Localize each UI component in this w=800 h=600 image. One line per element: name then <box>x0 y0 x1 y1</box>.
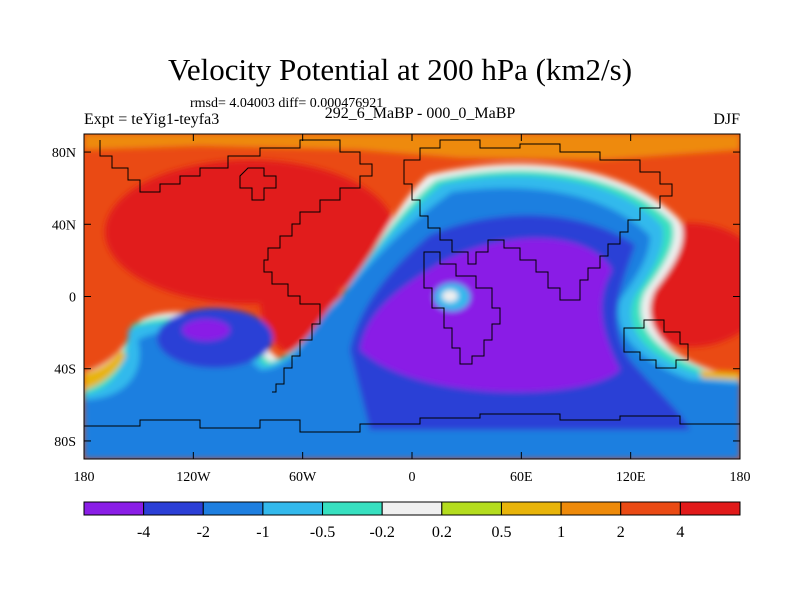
colorbar-box <box>83 501 145 516</box>
period-difference-label: 292_6_MaBP - 000_0_MaBP <box>324 105 516 122</box>
coastline-eurasia <box>403 139 673 301</box>
coastlines <box>84 139 740 433</box>
x-tick-label: 120W <box>176 470 211 485</box>
coastline-africa <box>423 251 501 365</box>
y-tick-label: 40N <box>52 218 76 233</box>
y-tick-label: 0 <box>69 291 76 306</box>
tick-marks <box>83 134 741 459</box>
y-tick-label: 80S <box>54 435 76 450</box>
plot-area <box>84 134 740 459</box>
colorbar-label: 0.5 <box>491 524 511 541</box>
colorbar-box <box>560 501 622 516</box>
season-label: DJF <box>713 111 740 128</box>
colorbar-label: -1 <box>256 524 269 541</box>
contour-min-indian-ocean <box>360 238 620 393</box>
x-tick-label: 120E <box>616 470 646 485</box>
contour-band-southwest-yellow <box>84 350 126 390</box>
x-tick-label: 0 <box>409 470 416 485</box>
colorbar-label: -0.5 <box>310 524 335 541</box>
colorbar-label: -4 <box>137 524 150 541</box>
colorbar-box <box>381 501 443 516</box>
colorbar-label: 4 <box>676 524 684 541</box>
colorbar <box>83 501 741 516</box>
x-tick-label: 60W <box>289 470 317 485</box>
rmsd-label: rmsd= 4.04003 diff= 0.000476921 <box>190 96 384 111</box>
x-tick-label: 60E <box>510 470 533 485</box>
y-axis: 80N 40N 0 40S 80S <box>52 146 76 450</box>
colorbar-box <box>679 501 741 516</box>
x-axis: 180 120W 60W 0 60E 120E 180 <box>74 470 751 485</box>
contour-band-southeast-yellow <box>700 370 740 380</box>
contour-min-south-pacific <box>182 319 230 341</box>
colorbar-label: -2 <box>197 524 210 541</box>
colorbar-label: 0.2 <box>432 524 452 541</box>
colorbar-box <box>202 501 264 516</box>
y-tick-label: 40S <box>54 363 76 378</box>
colorbar-box <box>441 501 502 516</box>
colorbar-box <box>262 501 324 516</box>
colorbar-label: 2 <box>617 524 625 541</box>
colorbar-box <box>620 501 681 516</box>
coastline-antarctica <box>84 413 740 433</box>
colorbar-box <box>322 501 383 516</box>
colorbar-labels: -4 -2 -1 -0.5 -0.2 0.2 0.5 1 2 4 <box>137 524 684 541</box>
coastline-greenland <box>239 167 277 201</box>
coastline-australia <box>623 319 689 369</box>
contour-field <box>84 134 740 459</box>
x-tick-label: 180 <box>74 470 95 485</box>
contour-africa-pocket-inner <box>442 290 458 302</box>
y-tick-label: 80N <box>52 146 76 161</box>
coastline-americas <box>99 139 373 393</box>
colorbar-label: 1 <box>557 524 565 541</box>
experiment-label: Expt = teYig1-teyfa3 <box>84 111 220 128</box>
colorbar-box <box>500 501 562 516</box>
contour-band-top-orange <box>84 134 740 160</box>
x-tick-label: 180 <box>730 470 751 485</box>
chart-title: Velocity Potential at 200 hPa (km2/s) <box>167 52 633 87</box>
colorbar-label: -0.2 <box>370 524 395 541</box>
colorbar-box <box>143 501 204 516</box>
